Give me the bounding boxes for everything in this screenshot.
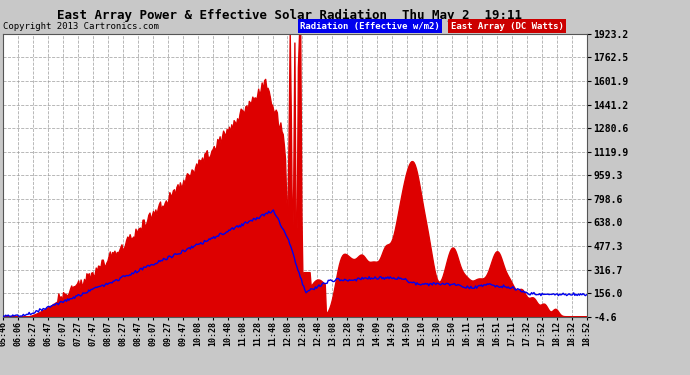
Text: East Array (DC Watts): East Array (DC Watts) bbox=[451, 22, 564, 31]
Text: East Array Power & Effective Solar Radiation  Thu May 2  19:11: East Array Power & Effective Solar Radia… bbox=[57, 9, 522, 22]
Text: Radiation (Effective w/m2): Radiation (Effective w/m2) bbox=[300, 22, 440, 31]
Text: Copyright 2013 Cartronics.com: Copyright 2013 Cartronics.com bbox=[3, 22, 159, 31]
